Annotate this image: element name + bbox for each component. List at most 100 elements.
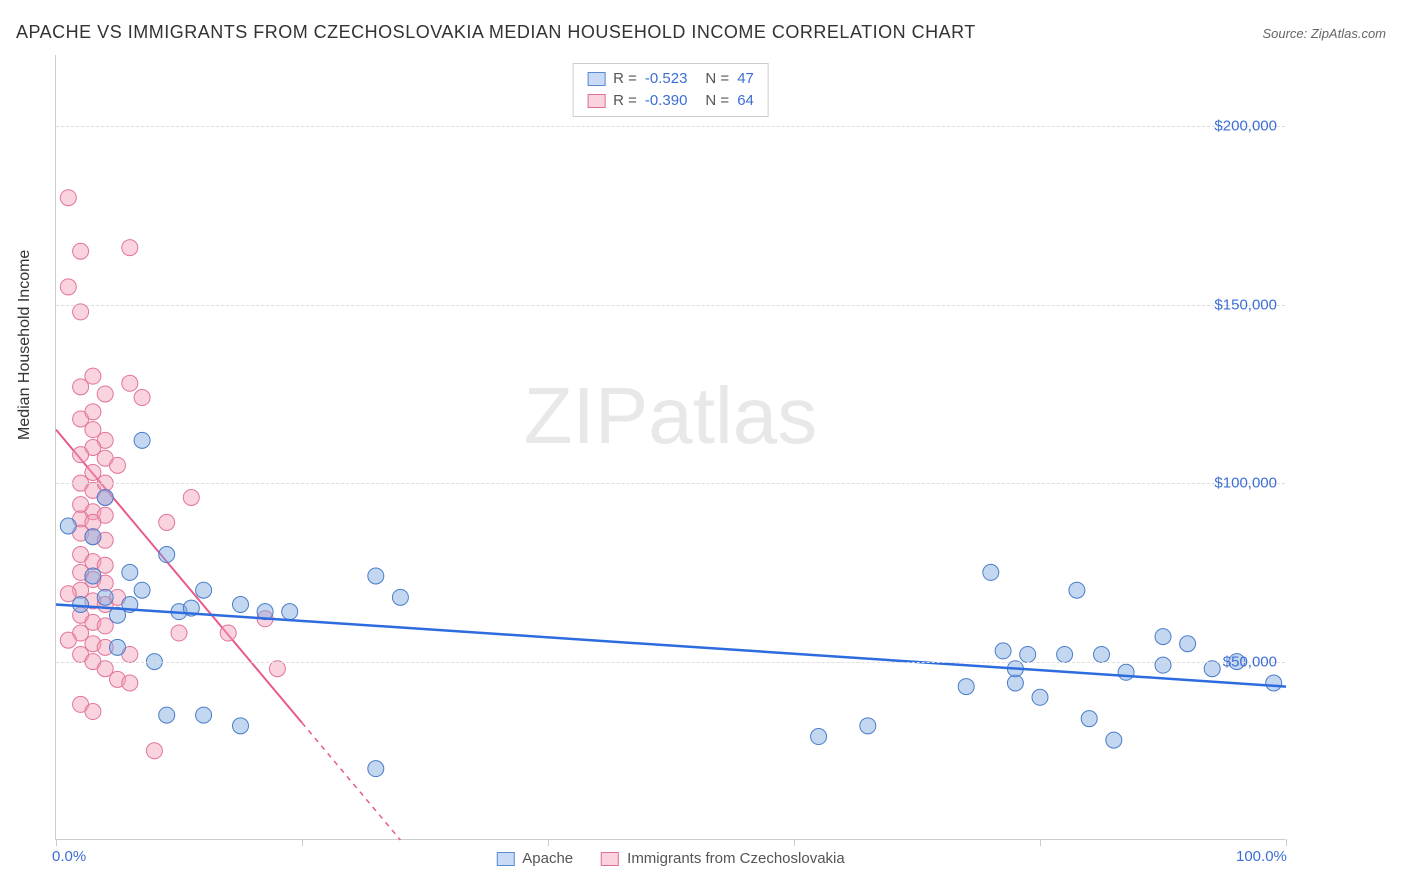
y-tick-label: $200,000: [1214, 118, 1277, 135]
legend-row: R = -0.390 N = 64: [587, 90, 754, 112]
legend-item: Immigrants from Czechoslovakia: [601, 850, 845, 867]
scatter-point-pink: [269, 661, 285, 677]
scatter-point-pink: [122, 675, 138, 691]
legend-item: Apache: [496, 850, 573, 867]
scatter-point-blue: [159, 547, 175, 563]
scatter-point-pink: [73, 379, 89, 395]
scatter-point-blue: [1180, 636, 1196, 652]
scatter-point-blue: [1204, 661, 1220, 677]
scatter-point-blue: [233, 597, 249, 613]
scatter-point-blue: [233, 718, 249, 734]
scatter-point-pink: [122, 375, 138, 391]
scatter-point-blue: [1155, 629, 1171, 645]
scatter-point-pink: [60, 190, 76, 206]
scatter-point-blue: [134, 582, 150, 598]
scatter-point-pink: [73, 304, 89, 320]
y-axis-label: Median Household Income: [16, 250, 34, 440]
scatter-point-blue: [134, 432, 150, 448]
y-tick-label: $100,000: [1214, 475, 1277, 492]
scatter-point-pink: [122, 240, 138, 256]
scatter-point-blue: [282, 604, 298, 620]
r-label: R =: [613, 68, 637, 90]
gridline: [56, 126, 1285, 127]
x-tick-mark: [302, 839, 303, 846]
scatter-point-pink: [220, 625, 236, 641]
scatter-point-blue: [368, 761, 384, 777]
scatter-point-blue: [110, 639, 126, 655]
scatter-point-blue: [392, 589, 408, 605]
scatter-point-blue: [85, 568, 101, 584]
scatter-point-blue: [1081, 711, 1097, 727]
scatter-point-blue: [97, 589, 113, 605]
scatter-point-pink: [134, 390, 150, 406]
scatter-point-blue: [1032, 689, 1048, 705]
n-label: N =: [705, 90, 729, 112]
scatter-point-blue: [196, 582, 212, 598]
r-value: -0.390: [645, 90, 688, 112]
legend-label: Apache: [522, 850, 573, 867]
scatter-point-pink: [60, 632, 76, 648]
scatter-point-blue: [1155, 657, 1171, 673]
gridline: [56, 305, 1285, 306]
trend-line-pink-dashed: [302, 723, 400, 840]
x-tick-mark: [1286, 839, 1287, 846]
legend-row: R = -0.523 N = 47: [587, 68, 754, 90]
scatter-point-pink: [85, 704, 101, 720]
chart-svg: [56, 55, 1285, 839]
scatter-point-blue: [368, 568, 384, 584]
n-value: 47: [737, 68, 754, 90]
scatter-point-pink: [146, 743, 162, 759]
scatter-point-blue: [85, 529, 101, 545]
scatter-point-pink: [73, 243, 89, 259]
scatter-point-blue: [122, 564, 138, 580]
chart-title: APACHE VS IMMIGRANTS FROM CZECHOSLOVAKIA…: [16, 22, 976, 43]
x-tick-mark: [548, 839, 549, 846]
swatch-blue-icon: [587, 72, 605, 86]
scatter-point-blue: [958, 679, 974, 695]
r-label: R =: [613, 90, 637, 112]
scatter-point-blue: [1057, 646, 1073, 662]
scatter-point-blue: [159, 707, 175, 723]
scatter-point-pink: [73, 447, 89, 463]
trend-line-blue: [56, 605, 1286, 687]
scatter-point-pink: [60, 279, 76, 295]
scatter-point-pink: [110, 457, 126, 473]
swatch-pink-icon: [601, 852, 619, 866]
legend-label: Immigrants from Czechoslovakia: [627, 850, 845, 867]
scatter-point-blue: [60, 518, 76, 534]
plot-area: ZIPatlas R = -0.523 N = 47 R = -0.390 N …: [55, 55, 1285, 840]
series-legend: Apache Immigrants from Czechoslovakia: [496, 850, 844, 867]
scatter-point-blue: [1118, 664, 1134, 680]
x-tick-label: 0.0%: [52, 848, 86, 865]
scatter-point-pink: [97, 386, 113, 402]
scatter-point-blue: [995, 643, 1011, 659]
n-value: 64: [737, 90, 754, 112]
scatter-point-pink: [85, 404, 101, 420]
y-tick-label: $50,000: [1223, 653, 1277, 670]
scatter-point-pink: [183, 489, 199, 505]
scatter-point-blue: [811, 729, 827, 745]
y-tick-label: $150,000: [1214, 296, 1277, 313]
scatter-point-blue: [983, 564, 999, 580]
x-tick-mark: [794, 839, 795, 846]
scatter-point-blue: [1007, 675, 1023, 691]
scatter-point-pink: [171, 625, 187, 641]
swatch-pink-icon: [587, 94, 605, 108]
swatch-blue-icon: [496, 852, 514, 866]
scatter-point-blue: [97, 489, 113, 505]
gridline: [56, 662, 1285, 663]
scatter-point-blue: [860, 718, 876, 734]
scatter-point-blue: [73, 597, 89, 613]
n-label: N =: [705, 68, 729, 90]
scatter-point-blue: [1094, 646, 1110, 662]
scatter-point-blue: [1069, 582, 1085, 598]
correlation-legend: R = -0.523 N = 47 R = -0.390 N = 64: [572, 63, 769, 117]
scatter-point-blue: [1020, 646, 1036, 662]
scatter-point-blue: [1106, 732, 1122, 748]
r-value: -0.523: [645, 68, 688, 90]
gridline: [56, 483, 1285, 484]
x-tick-label: 100.0%: [1236, 848, 1287, 865]
source-attribution: Source: ZipAtlas.com: [1262, 26, 1386, 41]
scatter-point-blue: [196, 707, 212, 723]
scatter-point-pink: [159, 514, 175, 530]
